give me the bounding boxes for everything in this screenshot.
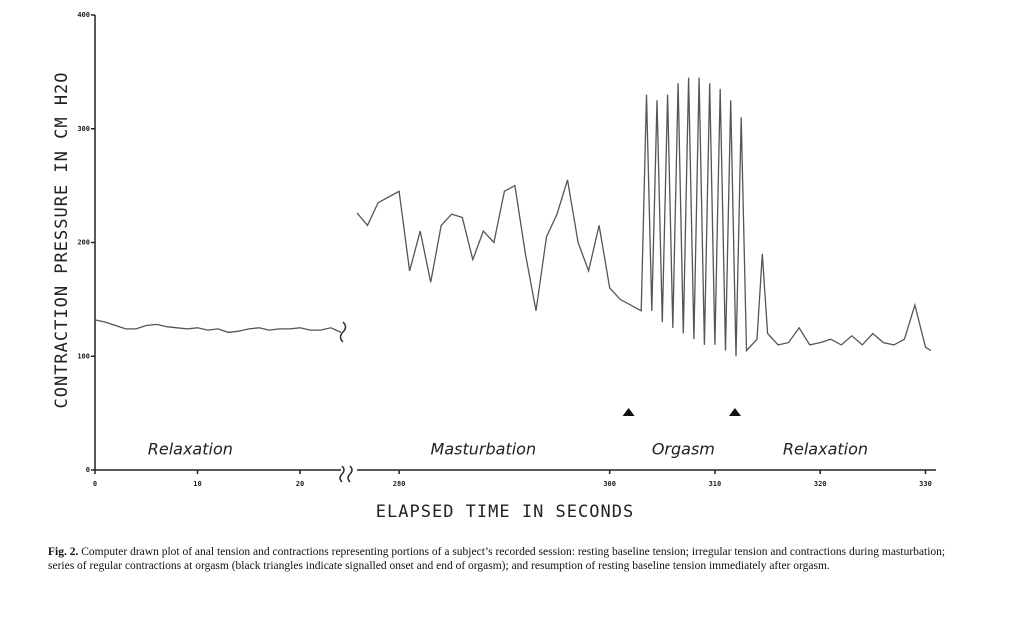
x-tick-label: 280 — [393, 480, 406, 488]
y-tick-label: 200 — [77, 239, 90, 247]
chart: CONTRACTION PRESSURE IN CM H2O ELAPSED T… — [52, 11, 936, 522]
y-tick-label: 100 — [77, 352, 90, 360]
x-tick-label: 0 — [93, 480, 97, 488]
x-tick-label: 20 — [296, 480, 304, 488]
phase-label: Relaxation — [783, 440, 868, 459]
trace — [94, 319, 342, 334]
x-tick-label: 310 — [709, 480, 722, 488]
axis-break — [339, 465, 353, 483]
x-tick-label: 10 — [193, 480, 201, 488]
x-axis-label: ELAPSED TIME IN SECONDS — [376, 502, 634, 522]
caption: Fig. 2. Computer drawn plot of anal tens… — [48, 545, 948, 573]
x-tick-label: 320 — [814, 480, 827, 488]
orgasm-marker — [728, 408, 741, 416]
phase-label: Masturbation — [431, 440, 537, 459]
line-break — [339, 321, 347, 343]
y-axis-label: CONTRACTION PRESSURE IN CM H2O — [52, 71, 72, 408]
y-tick-label: 400 — [77, 11, 90, 19]
caption-label: Fig. 2. — [48, 546, 79, 558]
x-tick-label: 330 — [919, 480, 932, 488]
trace — [356, 77, 932, 357]
y-tick-label: 0 — [86, 466, 90, 474]
y-tick-label: 300 — [77, 125, 90, 133]
phase-label: Orgasm — [652, 440, 715, 459]
orgasm-marker — [622, 408, 635, 416]
phase-label: Relaxation — [148, 440, 233, 459]
x-tick-label: 300 — [603, 480, 616, 488]
caption-text: Computer drawn plot of anal tension and … — [48, 546, 946, 572]
